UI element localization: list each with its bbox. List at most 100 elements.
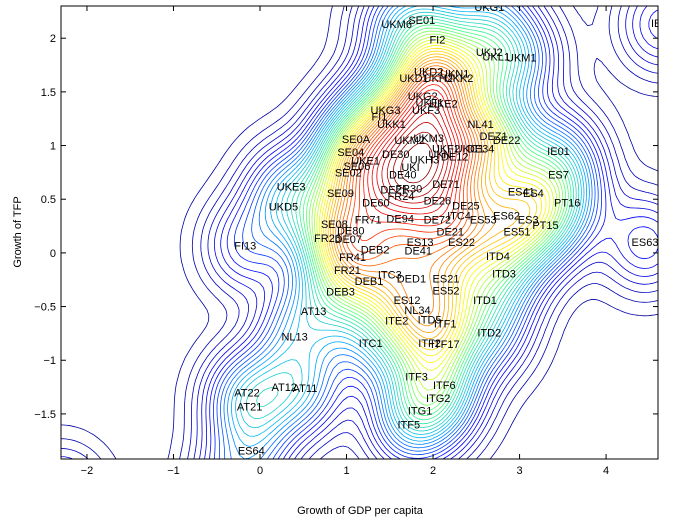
- point-label: DEB1: [355, 276, 384, 288]
- contour-level-22: [308, 30, 564, 406]
- point-label: DE21: [437, 226, 465, 238]
- point-label: UKF3: [412, 105, 440, 117]
- point-label: ITD1: [473, 295, 497, 307]
- contour-level-33: [335, 62, 486, 327]
- point-label: UKM3: [413, 133, 444, 145]
- y-axis: −1.5 −1 −0.5 0 0.5 1 1.5 2: [34, 33, 658, 421]
- point-label: FI1: [371, 112, 387, 124]
- contour-level-37: [349, 75, 471, 253]
- point-label: AT22: [234, 387, 259, 399]
- point-label: DE60: [362, 197, 390, 209]
- point-label: NL11: [48, 492, 73, 504]
- x-tick-label: 1: [343, 465, 349, 477]
- point-label: DEZ1: [480, 131, 508, 143]
- contour-level-43: [381, 112, 449, 204]
- point-label: ES64: [238, 445, 265, 457]
- y-tick-label: −1.5: [34, 409, 56, 421]
- point-label: ES4: [523, 188, 544, 200]
- point-label: FR71: [355, 215, 382, 227]
- point-label: NL13: [281, 332, 307, 344]
- contour-level-29: [325, 50, 538, 351]
- point-label: UKL1: [482, 51, 510, 63]
- point-label: UKC1: [455, 144, 484, 156]
- contour-level-8: [213, 6, 602, 459]
- contour-level-31: [330, 56, 520, 339]
- point-label: DE34: [467, 144, 495, 156]
- point-label: DE26: [424, 195, 452, 207]
- point-label: DEB3: [326, 287, 355, 299]
- contour-level-11: [223, 6, 593, 459]
- point-label: ES52: [433, 285, 460, 297]
- contour-level-18: [295, 18, 574, 425]
- point-label: UKG2: [408, 91, 438, 103]
- x-tick-label: −2: [81, 465, 94, 477]
- point-label: ES7: [548, 170, 569, 182]
- y-tick-label: 0.5: [41, 194, 56, 206]
- contour-level-46: [400, 142, 433, 184]
- contour-level-24: [314, 36, 558, 391]
- contour-level-40: [367, 89, 461, 221]
- point-label: AT12: [271, 382, 296, 394]
- contour-level-14: [235, 6, 585, 439]
- point-label: FR41: [339, 252, 366, 264]
- point-label: AT13: [301, 306, 326, 318]
- point-label: ITF17: [431, 339, 460, 351]
- point-label: UKH3: [410, 155, 439, 167]
- point-label: SE02: [335, 167, 362, 179]
- y-tick-label: 1: [50, 141, 56, 153]
- point-label: UKN: [428, 149, 451, 161]
- contour-level-13: [231, 6, 587, 447]
- point-label: DE71: [432, 179, 460, 191]
- point-label: ES13: [407, 237, 434, 249]
- contour-level-6: [204, 6, 658, 459]
- contour-level-27: [321, 45, 547, 363]
- point-label: ES62: [493, 210, 520, 222]
- point-label: DE21: [380, 185, 408, 197]
- point-label: ITC4: [447, 210, 471, 222]
- point-label: DE25: [452, 201, 480, 213]
- point-label: UKE2: [429, 99, 458, 111]
- contour-level-25: [316, 39, 554, 381]
- contour-level-42: [376, 103, 453, 209]
- point-label: DE72: [424, 215, 452, 227]
- point-label: UKN1: [440, 69, 469, 81]
- point-label: DE07: [335, 234, 363, 246]
- point-label: ITF2: [418, 338, 441, 350]
- point-label: ITD3: [492, 268, 516, 280]
- point-label: ES22: [448, 237, 475, 249]
- point-label: DE80: [337, 225, 365, 237]
- point-label: ITC3: [378, 269, 402, 281]
- contour-level-2: [61, 6, 658, 459]
- point-label: ES63: [632, 237, 659, 249]
- point-label: PT16: [554, 197, 580, 209]
- point-label: SE0A: [342, 134, 371, 146]
- point-label: AT21: [237, 401, 262, 413]
- point-label: ITF6: [433, 380, 456, 392]
- point-label: UKF1: [416, 98, 444, 110]
- contour-level-32: [332, 59, 497, 334]
- contour-level-17: [256, 15, 577, 428]
- point-label: ITF1: [434, 319, 457, 331]
- point-label: UKD2: [414, 67, 443, 79]
- point-label: ITG2: [426, 393, 450, 405]
- contour-level-9: [216, 6, 599, 459]
- point-label: DE40: [389, 170, 417, 182]
- y-tick-label: 0: [50, 248, 56, 260]
- point-label: ES21: [433, 274, 460, 286]
- contour-level-34: [338, 65, 480, 317]
- point-label: UKH2: [424, 73, 453, 85]
- point-label: ITF5: [397, 420, 420, 432]
- point-label: DED1: [397, 274, 426, 286]
- contour-level-38: [356, 79, 467, 241]
- point-label: SE08: [321, 219, 348, 231]
- point-label: UKD5: [269, 202, 298, 214]
- point-label: UKK1: [377, 119, 406, 131]
- point-label: NL41: [467, 119, 493, 131]
- contour-level-3: [61, 6, 658, 459]
- point-label: ITC1: [359, 338, 383, 350]
- point-label: UKG3: [371, 105, 401, 117]
- point-label: SE09: [327, 188, 354, 200]
- x-tick-label: 0: [257, 465, 263, 477]
- point-label: SE06: [343, 161, 370, 173]
- point-label: AT11: [293, 383, 318, 395]
